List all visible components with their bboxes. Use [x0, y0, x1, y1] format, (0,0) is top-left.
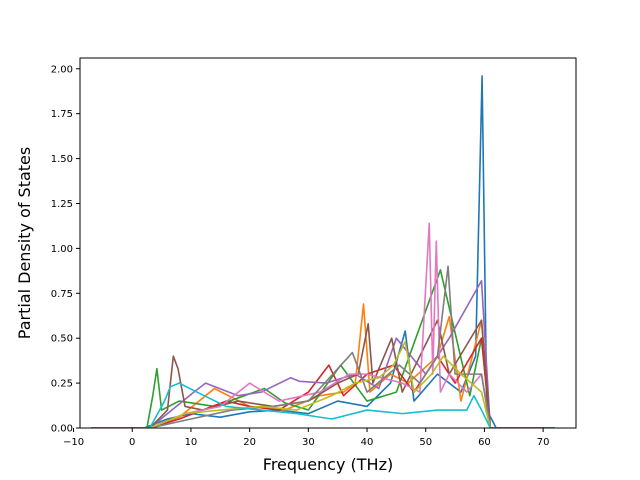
- y-axis: 0.00 0.25 0.50 0.75 1.00 1.25 1.50 1.75 2.00: [51, 64, 80, 435]
- y-axis-label: Partial Density of States: [15, 147, 34, 339]
- y-tick-label: 0.00: [51, 424, 73, 435]
- y-tick-label: 0.25: [51, 379, 73, 390]
- plot-frame: [79, 57, 577, 429]
- y-tick-label: 0.75: [51, 289, 73, 300]
- series-line-10: [91, 382, 555, 428]
- y-tick-label: 1.75: [51, 109, 73, 120]
- y-tick-label: 1.50: [51, 154, 73, 165]
- series-line-6: [91, 319, 555, 428]
- y-tick-label: 1.25: [51, 199, 73, 210]
- x-tick-label: 10: [185, 437, 198, 448]
- x-tick-label: 20: [243, 437, 256, 448]
- series-line-7: [91, 222, 555, 428]
- x-tick-label: 70: [537, 437, 550, 448]
- series-line-4: [91, 337, 555, 428]
- x-axis-label: Frequency (THz): [263, 455, 393, 474]
- series-line-8: [91, 265, 555, 428]
- series-line-1: [91, 75, 555, 428]
- series-layer: [91, 75, 555, 428]
- y-tick-label: 1.00: [51, 244, 73, 255]
- series-line-2: [91, 303, 555, 428]
- x-axis: −10 0 10 20 30 40 50 60 70: [63, 428, 550, 448]
- y-tick-label: 0.50: [51, 334, 73, 345]
- x-tick-label: −10: [63, 437, 84, 448]
- series-line-9: [91, 340, 555, 428]
- x-tick-label: 50: [419, 437, 432, 448]
- x-tick-label: 40: [361, 437, 374, 448]
- series-line-5: [91, 279, 555, 428]
- x-tick-label: 0: [129, 437, 135, 448]
- x-tick-label: 30: [302, 437, 315, 448]
- y-tick-label: 2.00: [51, 64, 73, 75]
- x-tick-label: 60: [478, 437, 491, 448]
